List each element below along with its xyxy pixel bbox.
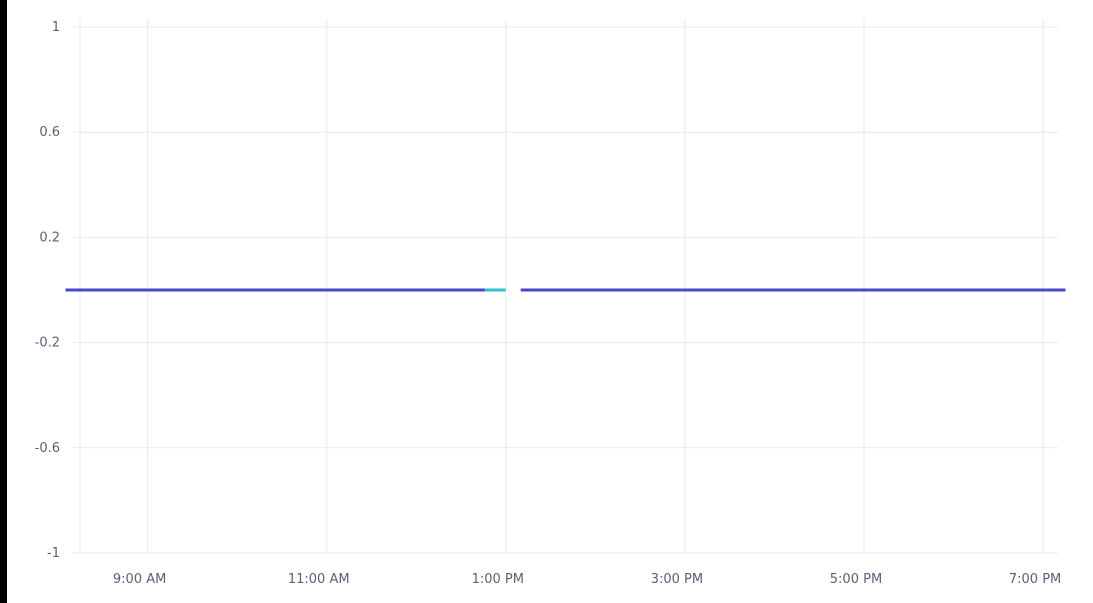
y-tick-label: 0.6 bbox=[39, 125, 60, 140]
y-tick-label: -0.6 bbox=[35, 441, 60, 456]
x-tick-label: 5:00 PM bbox=[830, 572, 882, 587]
y-axis-tick-labels: 1 0.6 0.2 -0.2 -0.6 -1 bbox=[35, 20, 60, 561]
x-tick-label: 1:00 PM bbox=[472, 572, 524, 587]
x-tick-label: 3:00 PM bbox=[651, 572, 703, 587]
horizontal-gridlines bbox=[73, 26, 1058, 554]
vertical-gridlines bbox=[79, 19, 1044, 553]
x-tick-label: 7:00 PM bbox=[1009, 572, 1061, 587]
x-tick-label: 9:00 AM bbox=[113, 572, 166, 587]
x-tick-label: 11:00 AM bbox=[288, 572, 350, 587]
y-tick-label: 0.2 bbox=[39, 230, 60, 245]
chart-panel: 1 0.6 0.2 -0.2 -0.6 -1 9:00 AM 11:00 AM 1:00 PM… bbox=[7, 0, 1093, 603]
y-tick-label: 1 bbox=[52, 20, 60, 35]
y-tick-label: -1 bbox=[47, 546, 60, 561]
y-tick-label: -0.2 bbox=[35, 336, 60, 351]
x-axis-tick-labels: 9:00 AM 11:00 AM 1:00 PM 3:00 PM 5:00 PM 7:00… bbox=[113, 572, 1061, 587]
line-chart: 1 0.6 0.2 -0.2 -0.6 -1 9:00 AM 11:00 AM 1:00 PM… bbox=[35, 19, 1066, 587]
